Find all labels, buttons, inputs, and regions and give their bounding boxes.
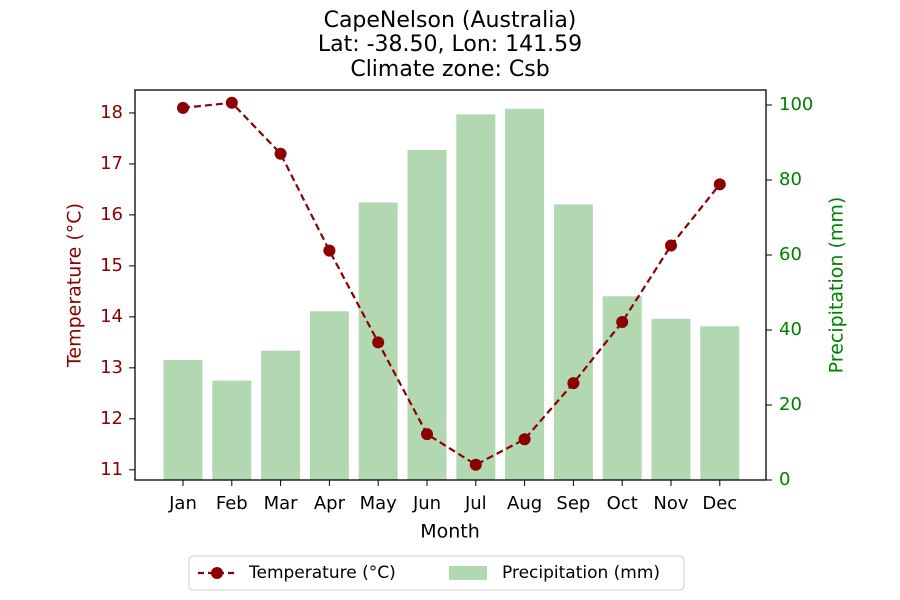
- x-tick-label-jun: Jun: [412, 493, 441, 514]
- temperature-tick-label-16: 16: [100, 204, 123, 225]
- title-line-2: Lat: -38.50, Lon: 141.59: [318, 32, 582, 57]
- temperature-point-apr: [323, 244, 336, 257]
- precipitation-tick-label-20: 20: [779, 394, 802, 415]
- precipitation-tick-label-100: 100: [779, 94, 813, 115]
- temperature-axis: 11 12 13 14 15 16 17 18: [100, 102, 135, 480]
- temperature-point-jun: [421, 428, 433, 441]
- precipitation-bars: [163, 108, 740, 480]
- temperature-point-aug: [518, 433, 531, 446]
- x-axis: Jan Feb Mar Apr May Jun Jul Aug Sep Oct Nov Dec: [168, 480, 737, 514]
- temperature-tick-label-14: 14: [100, 306, 123, 327]
- title-line-3: Climate zone: Csb: [350, 57, 549, 82]
- x-tick-label-may: May: [360, 493, 398, 514]
- precipitation-tick-label-60: 60: [779, 244, 802, 265]
- temperature-tick-label-18: 18: [100, 102, 123, 123]
- precipitation-axis: 0 20 40 60 80 100: [766, 94, 813, 490]
- temperature-tick-label-11: 11: [100, 459, 123, 480]
- temperature-point-dec: [713, 178, 726, 191]
- legend-frame: [188, 555, 685, 591]
- temperature-point-may: [372, 336, 385, 349]
- x-tick-label-apr: Apr: [314, 493, 346, 514]
- temperature-point-mar: [274, 147, 287, 160]
- precipitation-tick-label-40: 40: [779, 319, 802, 340]
- x-tick-label-feb: Feb: [216, 493, 248, 514]
- temperature-point-nov: [665, 239, 677, 252]
- legend-precipitation-swatch: [449, 566, 487, 580]
- x-tick-label-nov: Nov: [653, 493, 688, 514]
- temperature-tick-label-12: 12: [100, 408, 123, 429]
- temperature-series-line: [182, 101, 721, 466]
- legend-temperature-label: Temperature (°C): [248, 563, 396, 583]
- legend-precipitation-label: Precipitation (mm): [502, 563, 660, 583]
- precipitation-bar-dec: [700, 326, 740, 480]
- title-line-1: CapeNelson (Australia): [324, 8, 577, 33]
- precipitation-bar-aug: [505, 108, 545, 480]
- x-tick-label-sep: Sep: [556, 493, 590, 514]
- precipitation-bar-nov: [651, 318, 691, 480]
- precipitation-bar-jun: [407, 150, 447, 480]
- temperature-tick-label-15: 15: [100, 255, 123, 276]
- precipitation-bar-jul: [456, 114, 496, 480]
- x-tick-label-jul: Jul: [464, 493, 487, 514]
- temperature-axis-label: Temperature (°C): [64, 203, 86, 368]
- precipitation-bar-sep: [553, 204, 593, 480]
- temperature-point-sep: [567, 377, 580, 390]
- precipitation-bar-jan: [163, 360, 203, 480]
- temperature-line: [177, 96, 726, 471]
- temperature-point-feb: [225, 96, 238, 109]
- x-tick-label-oct: Oct: [607, 493, 638, 514]
- x-axis-label: Month: [420, 521, 480, 543]
- x-tick-label-aug: Aug: [507, 493, 542, 514]
- temperature-point-oct: [616, 315, 629, 328]
- precipitation-bar-apr: [309, 311, 349, 480]
- temperature-point-jul: [469, 458, 482, 471]
- precipitation-tick-label-80: 80: [779, 169, 802, 190]
- legend: Temperature (°C) Precipitation (mm): [188, 555, 685, 591]
- x-tick-label-jan: Jan: [168, 493, 197, 514]
- precipitation-axis-label: Precipitation (mm): [826, 197, 848, 374]
- x-tick-label-mar: Mar: [264, 493, 299, 514]
- precipitation-bar-feb: [212, 380, 252, 480]
- chart-title: CapeNelson (Australia) Lat: -38.50, Lon:…: [318, 8, 582, 82]
- plot-frame: [134, 89, 767, 481]
- legend-temperature-marker: [211, 567, 223, 579]
- temperature-tick-label-17: 17: [100, 153, 123, 174]
- temperature-tick-label-13: 13: [100, 357, 123, 378]
- precipitation-bar-mar: [261, 350, 301, 480]
- x-tick-label-dec: Dec: [702, 493, 737, 514]
- temperature-point-jan: [177, 101, 189, 114]
- precipitation-tick-label-0: 0: [779, 469, 790, 490]
